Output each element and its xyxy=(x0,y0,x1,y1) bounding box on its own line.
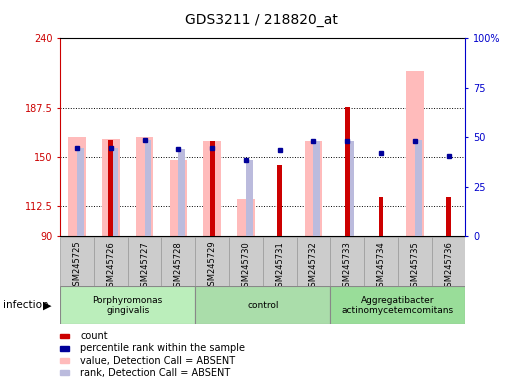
Text: GSM245735: GSM245735 xyxy=(411,241,419,291)
Bar xyxy=(102,139,120,236)
Text: Porphyromonas
gingivalis: Porphyromonas gingivalis xyxy=(93,296,163,315)
Text: ▶: ▶ xyxy=(43,300,51,310)
Bar xyxy=(178,149,185,236)
Text: GSM245734: GSM245734 xyxy=(377,241,385,291)
Bar xyxy=(210,141,214,236)
Bar xyxy=(345,107,349,236)
Bar xyxy=(108,140,113,236)
Text: GSM245729: GSM245729 xyxy=(208,241,217,291)
Bar xyxy=(144,140,151,236)
Bar xyxy=(237,199,255,236)
Text: count: count xyxy=(80,331,108,341)
Bar xyxy=(446,197,451,236)
Text: percentile rank within the sample: percentile rank within the sample xyxy=(80,343,245,353)
Bar xyxy=(111,148,118,236)
Bar xyxy=(398,237,431,286)
Bar xyxy=(195,237,229,286)
Text: GSM245730: GSM245730 xyxy=(242,241,251,291)
Text: GSM245732: GSM245732 xyxy=(309,241,318,291)
Bar xyxy=(128,237,162,286)
Text: value, Detection Call = ABSENT: value, Detection Call = ABSENT xyxy=(80,356,235,366)
Text: infection: infection xyxy=(3,300,48,310)
Text: GSM245725: GSM245725 xyxy=(73,241,82,291)
Text: Aggregatibacter
actinomycetemcomitans: Aggregatibacter actinomycetemcomitans xyxy=(342,296,454,315)
Bar xyxy=(136,137,153,236)
Bar xyxy=(364,237,398,286)
Bar xyxy=(347,141,354,236)
Text: rank, Detection Call = ABSENT: rank, Detection Call = ABSENT xyxy=(80,368,230,378)
Bar xyxy=(60,286,195,324)
Bar xyxy=(162,237,195,286)
Bar xyxy=(169,160,187,236)
Text: GSM245736: GSM245736 xyxy=(444,241,453,292)
Bar xyxy=(94,237,128,286)
Bar xyxy=(331,237,364,286)
Bar xyxy=(305,141,322,236)
Bar xyxy=(263,237,297,286)
Bar xyxy=(431,237,465,286)
Bar xyxy=(195,286,331,324)
Bar xyxy=(229,237,263,286)
Bar xyxy=(297,237,331,286)
Bar xyxy=(379,197,383,236)
Bar xyxy=(415,140,422,236)
Text: GSM245726: GSM245726 xyxy=(106,241,115,291)
Bar xyxy=(203,141,221,236)
Bar xyxy=(77,148,84,236)
Bar xyxy=(68,137,86,236)
Text: GSM245728: GSM245728 xyxy=(174,241,183,291)
Bar xyxy=(313,141,320,236)
Bar xyxy=(406,71,424,236)
Bar xyxy=(277,165,282,236)
Bar xyxy=(331,286,465,324)
Text: control: control xyxy=(247,301,279,310)
Text: GDS3211 / 218820_at: GDS3211 / 218820_at xyxy=(185,13,338,27)
Bar xyxy=(246,160,253,236)
Text: GSM245733: GSM245733 xyxy=(343,241,352,292)
Bar xyxy=(60,237,94,286)
Text: GSM245727: GSM245727 xyxy=(140,241,149,291)
Text: GSM245731: GSM245731 xyxy=(275,241,284,291)
